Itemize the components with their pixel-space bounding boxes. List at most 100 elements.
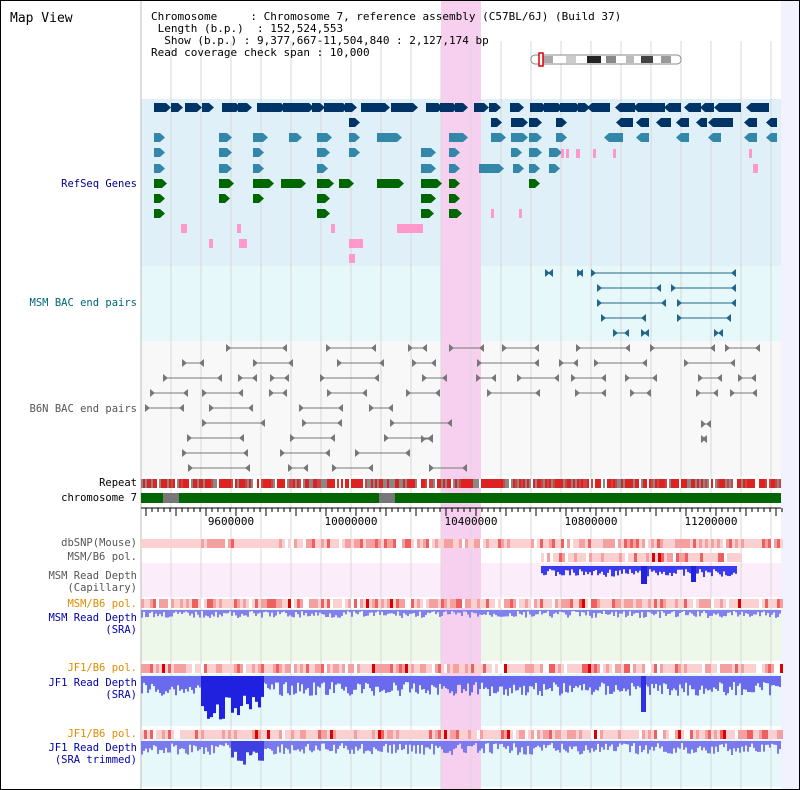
repeat-segment bbox=[267, 479, 269, 488]
repeat-segment bbox=[395, 479, 397, 488]
depth-bar bbox=[667, 676, 669, 689]
repeat-segment bbox=[765, 479, 767, 488]
bac-end bbox=[238, 374, 243, 382]
track-label-refseq[interactable]: RefSeq Genes bbox=[61, 178, 137, 190]
depth-bar bbox=[611, 566, 613, 577]
bac-end bbox=[731, 269, 736, 277]
repeat-segment bbox=[523, 479, 525, 488]
depth-bar bbox=[625, 566, 627, 574]
pol-cell bbox=[168, 599, 171, 608]
pol-cell bbox=[561, 730, 564, 739]
track-label-msm-depth-cap-1[interactable]: MSM Read Depth bbox=[48, 570, 137, 582]
pol-cell bbox=[300, 664, 303, 673]
depth-bar bbox=[227, 610, 229, 614]
repeat-segment bbox=[483, 479, 485, 488]
repeat-segment bbox=[237, 479, 239, 488]
track-label-jf1-depth-sra-1[interactable]: JF1 Read Depth bbox=[48, 677, 137, 689]
track-label-jf1-b6-pol-2[interactable]: JF1/B6 pol. bbox=[67, 728, 137, 740]
depth-bar bbox=[355, 610, 357, 614]
pol-cell bbox=[528, 730, 531, 739]
pol-cell bbox=[738, 664, 741, 673]
depth-bar bbox=[745, 676, 747, 690]
depth-bar bbox=[185, 741, 187, 754]
pol-cell bbox=[729, 664, 732, 673]
depth-bar bbox=[637, 676, 639, 687]
depth-bar bbox=[501, 676, 503, 687]
depth-bar bbox=[171, 741, 173, 744]
gene-arrow bbox=[684, 103, 689, 112]
pol-cell bbox=[363, 730, 366, 739]
repeat-segment bbox=[545, 479, 547, 488]
pol-cell bbox=[705, 730, 708, 739]
pol-cell bbox=[396, 664, 399, 673]
pol-cell bbox=[351, 664, 354, 673]
gene-block bbox=[513, 164, 519, 173]
depth-bar bbox=[457, 741, 459, 745]
gene-block bbox=[529, 179, 535, 188]
pol-cell bbox=[594, 730, 597, 739]
pol-cell bbox=[495, 599, 498, 608]
pol-cell bbox=[711, 730, 714, 739]
pol-cell bbox=[258, 664, 261, 673]
depth-bar bbox=[321, 741, 323, 744]
depth-bar bbox=[155, 676, 157, 692]
pol-cell bbox=[240, 539, 243, 548]
depth-bar bbox=[727, 741, 729, 752]
pol-cell bbox=[216, 664, 219, 673]
track-label-msm-b6-pol-2[interactable]: MSM/B6 pol. bbox=[67, 598, 137, 610]
depth-bar bbox=[627, 676, 629, 690]
repeat-segment bbox=[535, 479, 537, 488]
repeat-segment bbox=[529, 479, 531, 488]
track-label-jf1-b6-pol[interactable]: JF1/B6 pol. bbox=[67, 662, 137, 674]
gene-arrow bbox=[247, 103, 252, 112]
depth-bar bbox=[255, 610, 257, 616]
repeat-segment bbox=[415, 479, 417, 488]
depth-bar bbox=[379, 610, 381, 615]
depth-bar bbox=[651, 741, 653, 747]
pol-cell bbox=[771, 539, 774, 548]
gene-block bbox=[549, 148, 557, 157]
depth-bar bbox=[503, 741, 505, 748]
pol-cell bbox=[645, 730, 648, 739]
pol-cell bbox=[195, 730, 198, 739]
track-label-dbsnp[interactable]: dbSNP(Mouse) bbox=[61, 537, 137, 549]
pol-cell bbox=[321, 730, 324, 739]
pol-cell bbox=[693, 599, 696, 608]
track-label-msm-depth-sra-1[interactable]: MSM Read Depth bbox=[48, 612, 137, 624]
pol-cell bbox=[270, 599, 273, 608]
pol-cell bbox=[603, 599, 606, 608]
track-label-msm-bac[interactable]: MSM BAC end pairs bbox=[29, 297, 137, 309]
repeat-segment bbox=[653, 479, 655, 488]
gene-block bbox=[641, 118, 649, 127]
depth-bar bbox=[321, 610, 323, 614]
depth-bar bbox=[313, 741, 315, 751]
pol-cell bbox=[735, 664, 738, 673]
pol-cell bbox=[186, 599, 189, 608]
track-label-b6n-bac[interactable]: B6N BAC end pairs bbox=[29, 403, 137, 415]
depth-bar bbox=[567, 676, 569, 693]
depth-bar bbox=[463, 676, 465, 690]
span-value: 10,000 bbox=[329, 46, 370, 59]
depth-bar bbox=[383, 610, 385, 616]
repeat-segment bbox=[707, 479, 709, 488]
depth-bar bbox=[325, 676, 327, 695]
depth-bar bbox=[479, 741, 481, 751]
pol-cell bbox=[583, 553, 586, 562]
depth-bar bbox=[303, 610, 305, 616]
depth-bar bbox=[495, 676, 497, 694]
gene-block bbox=[219, 179, 229, 188]
repeat-segment bbox=[737, 479, 739, 488]
depth-bar bbox=[705, 676, 707, 689]
depth-bar bbox=[739, 610, 741, 615]
pol-cell bbox=[501, 539, 504, 548]
pol-cell bbox=[546, 539, 549, 548]
depth-bar bbox=[553, 610, 555, 614]
track-label-jf1-trim-1[interactable]: JF1 Read Depth bbox=[48, 742, 137, 754]
pol-cell bbox=[441, 664, 444, 673]
track-label-msm-b6-pol[interactable]: MSM/B6 pol. bbox=[67, 551, 137, 563]
depth-bar bbox=[443, 741, 445, 753]
depth-bar bbox=[653, 610, 655, 616]
depth-bar bbox=[635, 610, 637, 613]
gene-block bbox=[749, 118, 757, 127]
